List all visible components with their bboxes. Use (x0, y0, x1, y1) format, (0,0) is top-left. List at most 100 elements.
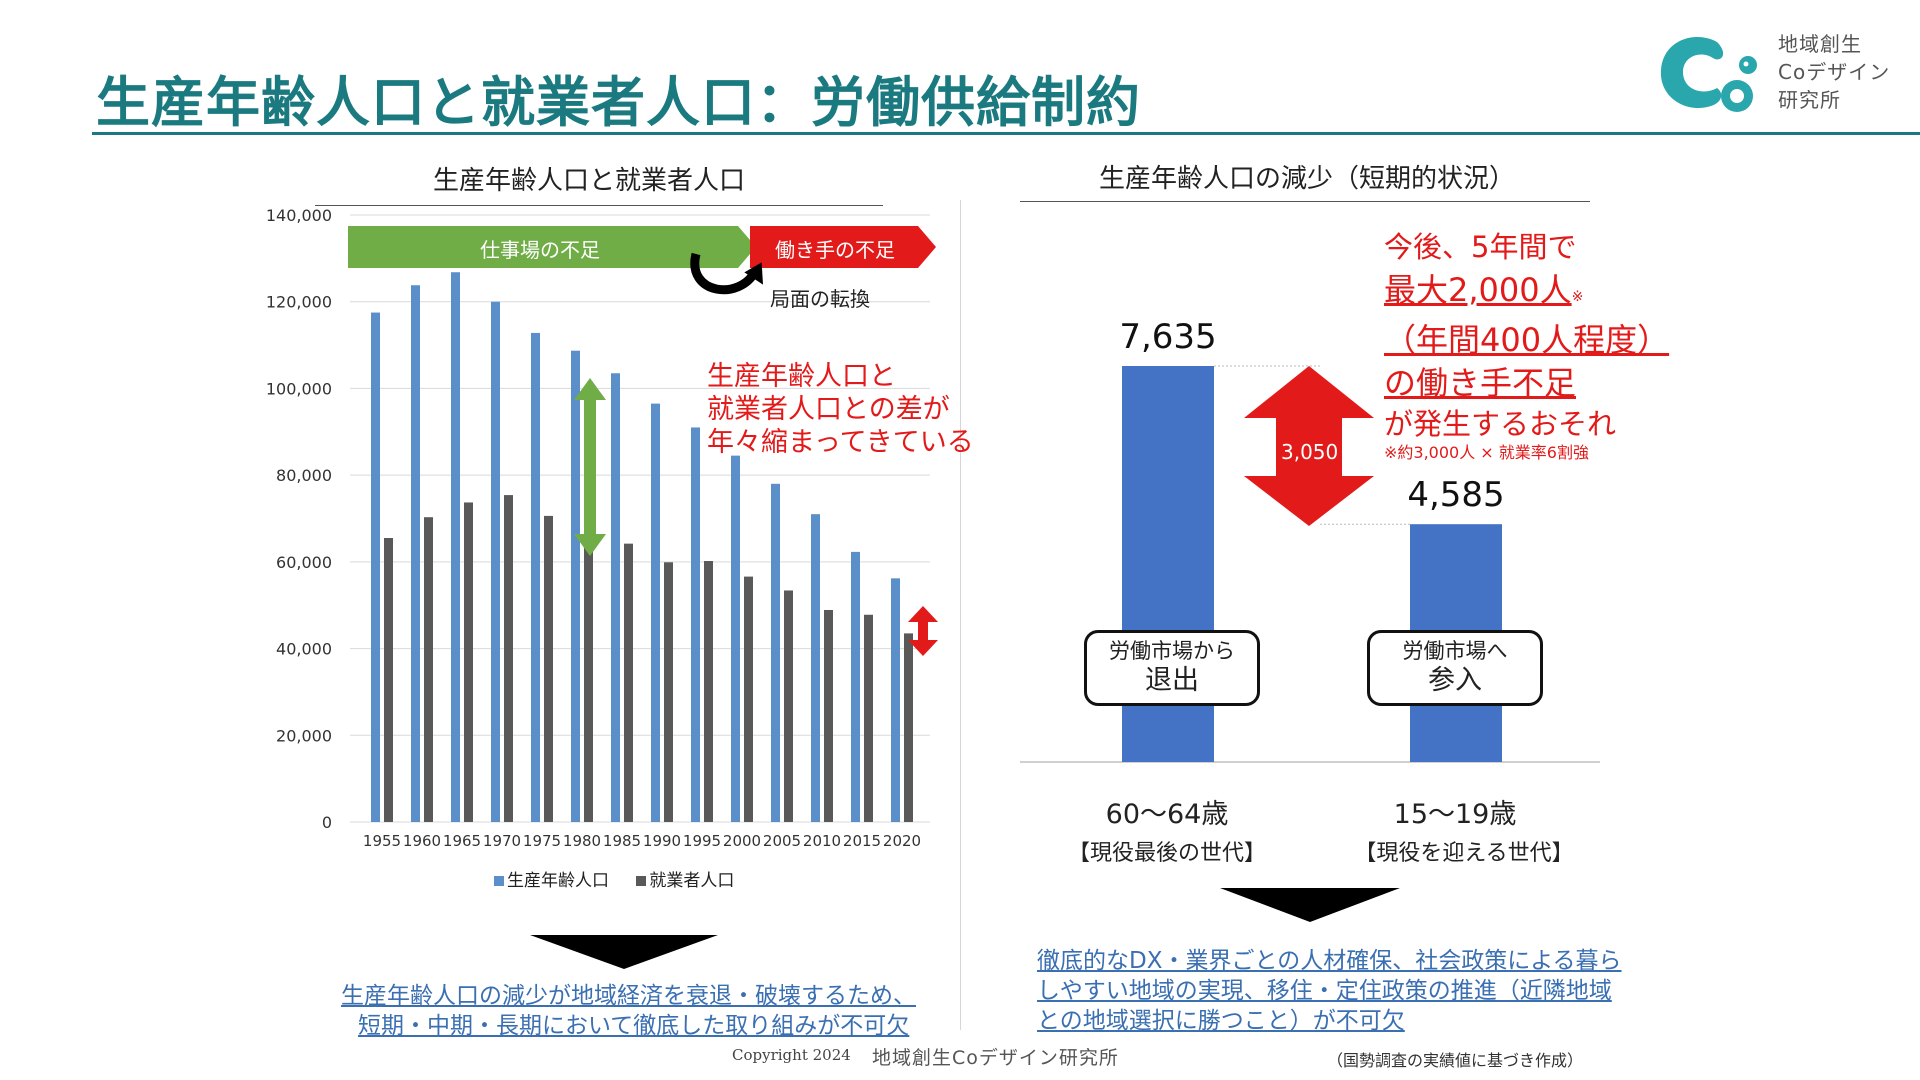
callout-line: 労働市場から (1109, 639, 1235, 663)
bar-employed (904, 633, 913, 822)
right-chart-title: 生産年齢人口の減少（短期的状況） (1099, 164, 1516, 194)
generation-label-left: 【現役最後の世代】 (1067, 841, 1266, 866)
x-tick-label: 2005 (763, 832, 801, 850)
bar-working-age (411, 285, 420, 822)
bar-working-age (851, 551, 860, 822)
bar-working-age (651, 403, 660, 822)
red-banner-arrow (750, 226, 936, 268)
y-tick-label: 20,000 (276, 726, 332, 745)
logo-icon (1660, 37, 1757, 112)
gap-arrow-red-icon (908, 606, 938, 656)
message-mark: ※ (1571, 289, 1584, 305)
legend-swatch-employed (636, 876, 647, 886)
bar-working-age (491, 301, 500, 822)
gap-note-line: 生産年齢人口と (707, 361, 896, 392)
bar-employed (744, 576, 753, 822)
x-tick-label: 2020 (883, 832, 921, 850)
x-tick-label: 2015 (843, 832, 881, 850)
bar-employed (824, 609, 833, 822)
bar-working-age (571, 350, 580, 822)
page-title: 生産年齢人口と就業者人口：労働供給制約 (96, 71, 1141, 134)
y-tick-label: 0 (322, 813, 332, 832)
chart-legend: 生産年齢人口 就業者人口 (494, 866, 734, 891)
logo-wordmark: 地域創生 Coデザイン 研究所 (1778, 30, 1890, 114)
conclusion-line: 徹底的なDX・業界ごとの人材確保、社会政策による暮ら (1037, 948, 1622, 974)
bar-working-age (611, 373, 620, 822)
x-tick-label: 1960 (403, 832, 441, 850)
bar-working-age (531, 332, 540, 822)
gap-note-line: 就業者人口との差が (707, 394, 950, 425)
callout-line: 労働市場へ (1402, 639, 1508, 663)
source-note: （国勢調査の実績値に基づき作成） (1327, 1051, 1584, 1070)
message-line: が発生するおそれ (1384, 407, 1617, 441)
bar-value-label: 4,585 (1407, 475, 1504, 515)
red-banner-label: 働き手の不足 (775, 238, 895, 262)
bar-employed (704, 560, 713, 822)
bar-value-label: 7,635 (1119, 317, 1216, 357)
bars (371, 272, 913, 822)
y-tick-label: 60,000 (276, 553, 332, 572)
bar-employed (384, 538, 393, 822)
x-tick-label: 1980 (563, 832, 601, 850)
x-tick-label: 1985 (603, 832, 641, 850)
conclusion-line: 短期・中期・長期において徹底した取り組みが不可欠 (358, 1013, 910, 1039)
phase-banners (348, 226, 936, 295)
x-axis-ticks: 1955 1960 1965 1970 1975 1980 1985 1990 1995 2000… (363, 832, 921, 850)
exit-market-callout: 労働市場から 退出 (1084, 630, 1260, 706)
conclusion-line: との地域選択に勝つこと）が不可欠 (1037, 1008, 1405, 1034)
bar-employed (464, 502, 473, 822)
title-underline (92, 132, 1920, 135)
x-tick-label: 1995 (683, 832, 721, 850)
copyright-org: 地域創生Coデザイン研究所 (872, 1047, 1119, 1069)
x-tick-label: 1965 (443, 832, 481, 850)
y-tick-label: 120,000 (266, 293, 332, 312)
message-line: （年間400人程度） (1384, 321, 1670, 359)
bar-employed (864, 614, 873, 822)
y-tick-label: 140,000 (266, 206, 332, 225)
enter-market-callout: 労働市場へ 参入 (1367, 630, 1543, 706)
bar-employed (784, 590, 793, 822)
bar-working-age (891, 578, 900, 822)
left-conclusion: 生産年齢人口の減少が地域経済を衰退・破壊するため、 短期・中期・長期において徹底… (341, 981, 916, 1041)
left-chart-title: 生産年齢人口と就業者人口 (433, 166, 746, 196)
message-line: 今後、5年間で (1384, 230, 1577, 264)
y-axis-ticks: 0 20,000 40,000 60,000 80,000 100,000 120,000 1… (266, 206, 332, 832)
down-triangle-left-icon (530, 935, 718, 969)
message-line: 最大2,000人 (1384, 271, 1572, 309)
bar-employed (664, 562, 673, 822)
gap-arrow-green-icon (574, 378, 606, 556)
bar-working-age (371, 312, 380, 822)
callout-line: 退出 (1145, 665, 1199, 696)
bar-employed (504, 495, 513, 822)
section-divider (960, 200, 961, 1030)
x-tick-label: 2000 (723, 832, 761, 850)
gap-note: 生産年齢人口と 就業者人口との差が 年々縮まってきている (707, 360, 974, 459)
bar-working-age (451, 272, 460, 822)
conclusion-line: 生産年齢人口の減少が地域経済を衰退・破壊するため、 (341, 983, 916, 1009)
right-title-rule (1020, 201, 1590, 202)
difference-arrow-icon (1244, 366, 1374, 526)
legend-swatch-working-age (494, 876, 504, 886)
bar-employed (424, 517, 433, 822)
x-tick-label: 1990 (643, 832, 681, 850)
population-bar-chart: 0 20,000 40,000 60,000 80,000 100,000 120,000 1… (266, 206, 930, 850)
conclusion-line: しやすい地域の実現、移住・定住政策の推進（近隣地域 (1037, 978, 1612, 1004)
green-banner-arrow (348, 226, 756, 268)
logo-line: 研究所 (1778, 88, 1841, 112)
x-tick-label: 2010 (803, 832, 841, 850)
legend-label: 生産年齢人口 (507, 871, 609, 891)
bar-employed (624, 543, 633, 822)
bar-working-age (771, 483, 780, 822)
x-tick-label: 1955 (363, 832, 401, 850)
shortage-message: 今後、5年間で 最大2,000人※ （年間400人程度） の働き手不足 が発生す… (1384, 226, 1669, 463)
bar-employed (584, 525, 593, 822)
generation-label-right: 【現役を迎える世代】 (1354, 841, 1574, 866)
logo-line: Coデザイン (1778, 60, 1891, 84)
left-title-rule (315, 205, 883, 206)
x-tick-label: 1975 (523, 832, 561, 850)
callout-line: 参入 (1428, 665, 1482, 696)
y-tick-label: 80,000 (276, 466, 332, 485)
gap-note-line: 年々縮まってきている (707, 427, 974, 458)
legend-label: 就業者人口 (649, 871, 735, 891)
bar-working-age (731, 455, 740, 822)
